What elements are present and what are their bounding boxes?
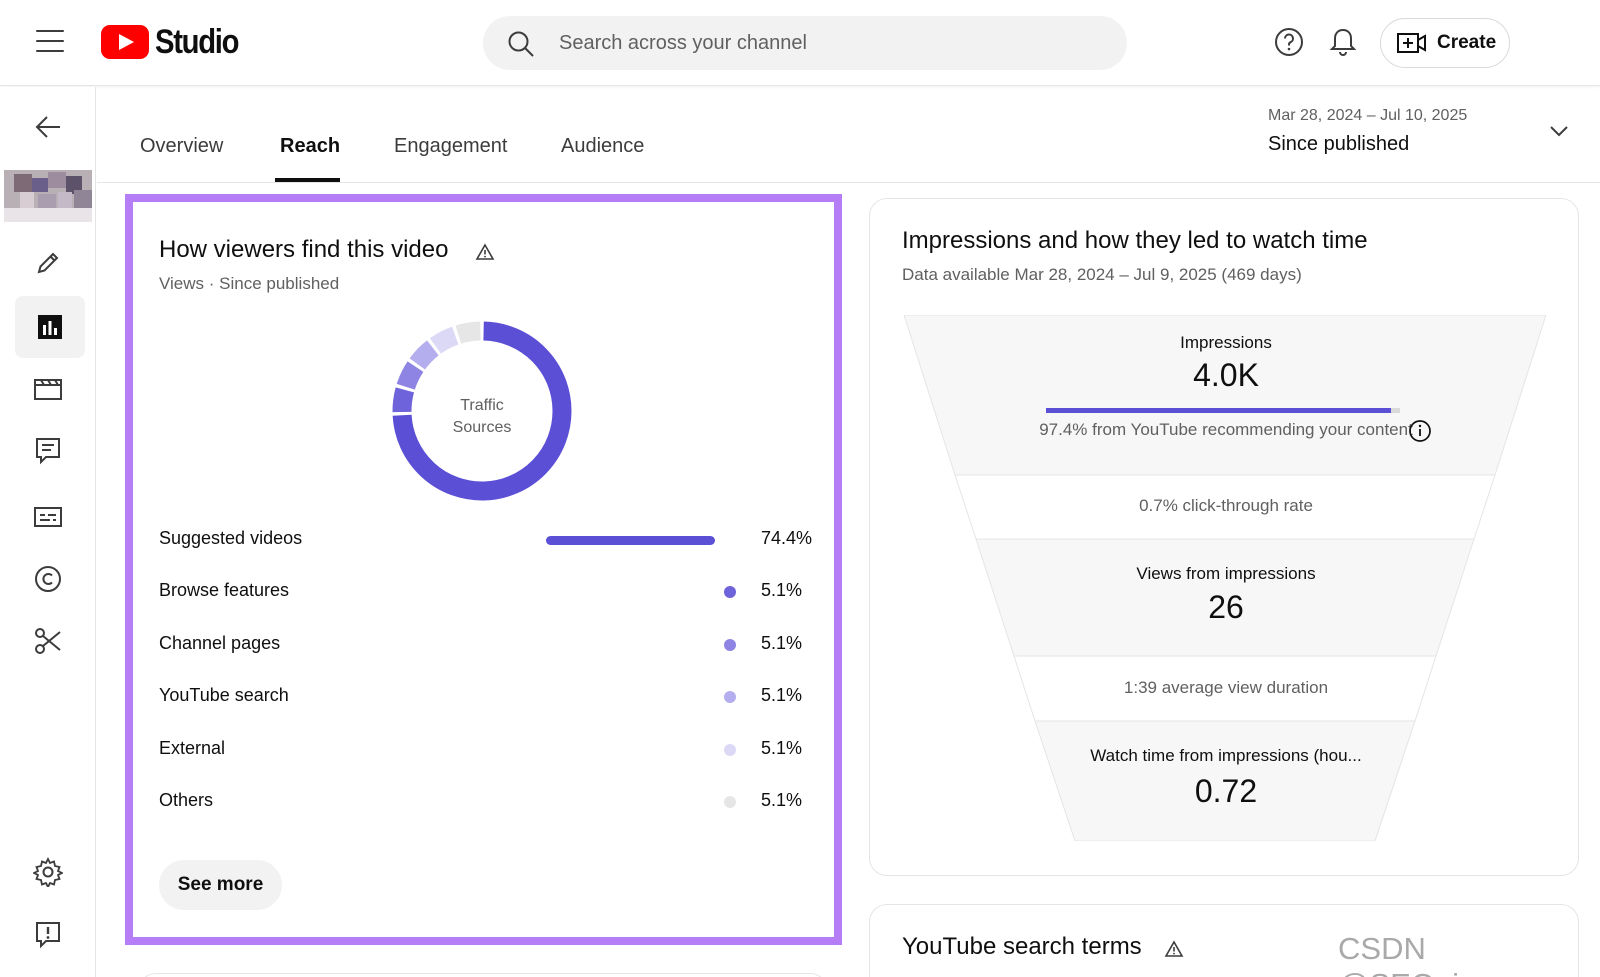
comments-icon[interactable] bbox=[24, 427, 72, 475]
settings-gear-icon[interactable] bbox=[24, 848, 72, 896]
source-label: Browse features bbox=[159, 580, 290, 600]
search-icon[interactable] bbox=[507, 30, 535, 58]
traffic-source-row[interactable]: Others 5.1% bbox=[159, 786, 803, 816]
impressions-value: 4.0K bbox=[1193, 357, 1259, 393]
source-label: Others bbox=[159, 790, 214, 810]
donut-slice bbox=[392, 387, 415, 413]
funnel-shape bbox=[904, 315, 1546, 841]
scissors-clips-icon[interactable] bbox=[24, 617, 72, 665]
date-range-selector[interactable]: Mar 28, 2024 – Jul 10, 2025 Since publis… bbox=[1268, 107, 1588, 156]
editor-clapper-icon[interactable] bbox=[24, 365, 72, 413]
impressions-label: Impressions bbox=[1180, 333, 1272, 352]
traffic-source-row[interactable]: Suggested videos 74.4% bbox=[159, 524, 812, 554]
help-icon[interactable] bbox=[1273, 26, 1305, 58]
date-range-label: Since published bbox=[1268, 133, 1410, 155]
logo-text: Studio bbox=[155, 22, 240, 61]
source-label: Channel pages bbox=[159, 633, 281, 653]
traffic-card-subtitle: Views · Since published bbox=[159, 274, 340, 293]
funnel-card-title: Impressions and how they led to watch ti… bbox=[902, 227, 1368, 254]
source-label: YouTube search bbox=[159, 685, 289, 705]
create-label: Create bbox=[1437, 32, 1497, 53]
search-terms-title: YouTube search terms bbox=[902, 933, 1142, 960]
notifications-bell-icon[interactable] bbox=[1327, 26, 1359, 58]
watermark: CSDN @SEO_juper bbox=[1338, 931, 1521, 977]
donut-slice bbox=[429, 326, 459, 354]
source-value: 5.1% bbox=[761, 738, 803, 758]
tab-overview[interactable]: Overview bbox=[140, 135, 224, 157]
views-label: Views from impressions bbox=[1136, 564, 1316, 583]
donut-slice bbox=[396, 361, 424, 390]
source-dot bbox=[724, 691, 736, 703]
watch-time-value: 0.72 bbox=[1194, 773, 1258, 809]
top-bar: Studio Create bbox=[0, 0, 1600, 86]
analytics-icon[interactable] bbox=[15, 296, 85, 358]
copyright-icon[interactable] bbox=[24, 555, 72, 603]
traffic-sources-card: How viewers find this video Views · Sinc… bbox=[125, 194, 842, 945]
impressions-progress-bar bbox=[1046, 408, 1400, 413]
source-dot bbox=[724, 586, 736, 598]
watch-time-label: Watch time from impressions (hou... bbox=[1090, 746, 1362, 765]
source-value: 5.1% bbox=[761, 633, 803, 653]
edit-pencil-icon[interactable] bbox=[24, 239, 72, 287]
video-add-icon bbox=[1397, 33, 1426, 53]
subtitles-icon[interactable] bbox=[24, 493, 72, 541]
donut-slice bbox=[455, 321, 481, 344]
traffic-card-title: How viewers find this video bbox=[159, 236, 449, 263]
source-bar bbox=[546, 536, 715, 545]
see-more-button[interactable]: See more bbox=[159, 860, 282, 910]
source-label: Suggested videos bbox=[159, 528, 303, 548]
recommend-text: 97.4% from YouTube recommending your con… bbox=[1039, 420, 1413, 439]
create-button[interactable]: Create bbox=[1380, 18, 1510, 68]
source-value: 74.4% bbox=[761, 528, 813, 548]
traffic-source-row[interactable]: YouTube search 5.1% bbox=[159, 681, 803, 711]
source-value: 5.1% bbox=[761, 580, 803, 600]
chevron-down-icon[interactable] bbox=[1547, 123, 1571, 139]
traffic-source-row[interactable]: Browse features 5.1% bbox=[159, 576, 803, 606]
warning-icon[interactable] bbox=[475, 243, 495, 261]
warning-icon[interactable] bbox=[1164, 940, 1184, 958]
tab-engagement[interactable]: Engagement bbox=[394, 135, 508, 157]
traffic-source-row[interactable]: Channel pages 5.1% bbox=[159, 629, 803, 659]
source-value: 5.1% bbox=[761, 790, 803, 810]
funnel-card-subtitle: Data available Mar 28, 2024 – Jul 9, 202… bbox=[902, 265, 1302, 284]
traffic-source-row[interactable]: External 5.1% bbox=[159, 734, 803, 764]
donut-center-line-2: Sources bbox=[453, 419, 512, 436]
source-dot bbox=[724, 639, 736, 651]
source-value: 5.1% bbox=[761, 685, 803, 705]
tab-reach[interactable]: Reach bbox=[280, 135, 341, 157]
info-icon[interactable] bbox=[1408, 419, 1432, 443]
date-range-dates: Mar 28, 2024 – Jul 10, 2025 bbox=[1268, 107, 1468, 124]
donut-slice bbox=[392, 321, 572, 501]
tab-audience[interactable]: Audience bbox=[561, 135, 645, 157]
donut-center-line-1: Traffic bbox=[460, 397, 504, 414]
search-bar bbox=[483, 16, 1127, 70]
menu-icon[interactable] bbox=[36, 30, 64, 54]
youtube-play-icon bbox=[101, 25, 149, 59]
source-label: External bbox=[159, 738, 226, 758]
back-arrow-icon[interactable] bbox=[24, 103, 72, 151]
avd-text: 1:39 average view duration bbox=[1123, 678, 1329, 697]
next-card-edge bbox=[138, 973, 828, 977]
source-dot bbox=[724, 796, 736, 808]
studio-logo[interactable]: Studio bbox=[101, 22, 252, 62]
active-tab-indicator bbox=[275, 178, 340, 182]
impressions-funnel-card: Impressions and how they led to watch ti… bbox=[869, 198, 1579, 876]
video-thumbnail[interactable] bbox=[4, 170, 92, 222]
ctr-text: 0.7% click-through rate bbox=[1139, 496, 1313, 515]
source-dot bbox=[724, 744, 736, 756]
traffic-sources-donut: Traffic Sources bbox=[392, 321, 572, 501]
donut-slice bbox=[409, 340, 439, 370]
views-value: 26 bbox=[1208, 589, 1244, 625]
left-rail bbox=[0, 87, 96, 977]
feedback-icon[interactable] bbox=[24, 911, 72, 959]
search-input[interactable] bbox=[559, 16, 1099, 70]
analytics-tab-bar: Overview Reach Engagement Audience Mar 2… bbox=[97, 87, 1600, 183]
search-terms-card: YouTube search terms bbox=[869, 904, 1579, 977]
